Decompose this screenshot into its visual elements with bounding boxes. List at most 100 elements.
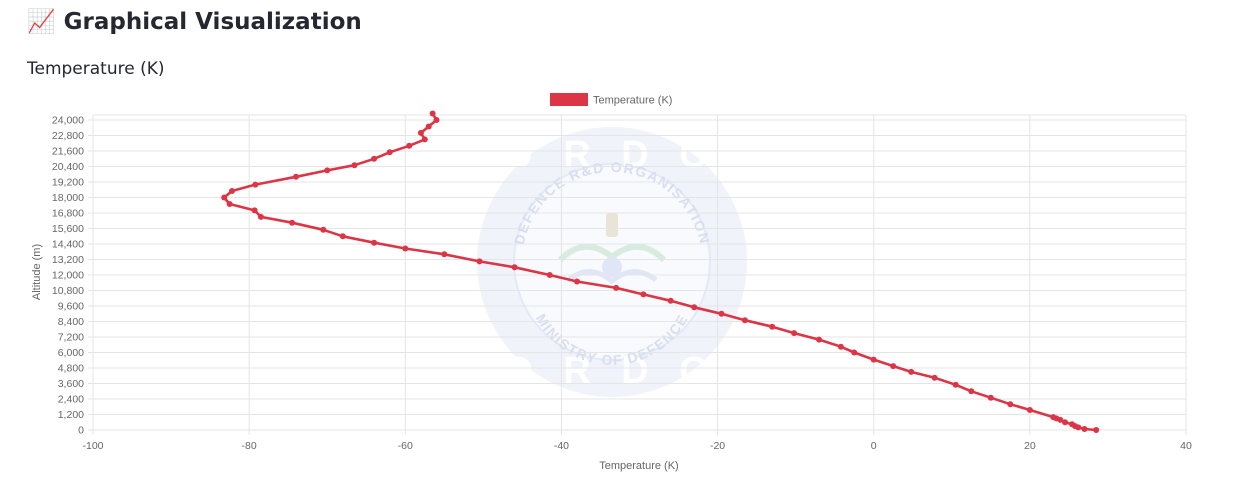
y-tick-label: 21,600 xyxy=(52,146,84,158)
data-point[interactable] xyxy=(546,272,553,278)
data-point[interactable] xyxy=(511,264,518,271)
line-chart: D R D O D R D O DEFENCE R&D ORGANISATION… xyxy=(31,93,1192,472)
y-tick-label: 3,600 xyxy=(58,378,84,390)
drdo-watermark: D R D O D R D O DEFENCE R&D ORGANISATION… xyxy=(477,127,747,397)
data-point[interactable] xyxy=(640,291,647,298)
data-point[interactable] xyxy=(251,207,258,214)
chart-increasing-icon: 📈 xyxy=(27,9,56,35)
x-axis-label: Temperature (K) xyxy=(599,460,678,472)
data-point[interactable] xyxy=(968,388,975,395)
data-point[interactable] xyxy=(421,136,428,143)
y-tick-label: 15,600 xyxy=(52,223,84,235)
y-tick-label: 19,200 xyxy=(52,177,84,189)
chart-section-title: Temperature (K) xyxy=(27,59,165,79)
data-point[interactable] xyxy=(324,167,331,174)
data-point[interactable] xyxy=(613,284,620,291)
y-tick-label: 2,400 xyxy=(58,394,84,406)
data-point[interactable] xyxy=(791,330,798,337)
x-tick-label: 0 xyxy=(871,440,877,452)
data-point[interactable] xyxy=(952,381,959,388)
data-point[interactable] xyxy=(718,310,725,317)
x-tick-label: -80 xyxy=(242,440,257,452)
data-point[interactable] xyxy=(1093,427,1100,433)
x-tick-label: -40 xyxy=(554,440,569,452)
temperature-series xyxy=(221,110,1100,433)
y-tick-label: 7,200 xyxy=(58,332,84,344)
y-tick-label: 10,800 xyxy=(52,285,84,297)
y-tick-label: 1,200 xyxy=(58,409,84,421)
chart-container: D R D O D R D O DEFENCE R&D ORGANISATION… xyxy=(0,85,1239,485)
x-tick-label: 20 xyxy=(1024,440,1036,452)
data-point[interactable] xyxy=(769,323,776,330)
data-point[interactable] xyxy=(1050,414,1057,421)
data-point[interactable] xyxy=(371,239,378,246)
data-point[interactable] xyxy=(293,173,299,180)
data-point[interactable] xyxy=(226,201,233,207)
series-line xyxy=(222,112,1097,432)
data-point[interactable] xyxy=(425,123,432,130)
watermark-emblem-icon xyxy=(557,213,667,285)
chart-gridlines xyxy=(88,114,1187,435)
data-point[interactable] xyxy=(890,363,897,370)
data-point[interactable] xyxy=(320,226,327,233)
y-tick-label: 6,000 xyxy=(58,347,84,359)
data-point[interactable] xyxy=(741,317,748,324)
y-tick-label: 13,200 xyxy=(52,254,84,266)
data-point[interactable] xyxy=(257,213,264,220)
data-point[interactable] xyxy=(691,304,698,311)
data-point[interactable] xyxy=(433,117,440,123)
data-point[interactable] xyxy=(870,356,877,363)
x-tick-label: -100 xyxy=(82,440,103,452)
data-point[interactable] xyxy=(429,110,436,117)
y-axis-ticks: 0 1,200 2,400 3,600 4,800 6,000 7,200 8,400 9,60… xyxy=(52,115,84,437)
data-point[interactable] xyxy=(221,194,228,201)
data-point[interactable] xyxy=(252,181,259,188)
y-tick-label: 20,400 xyxy=(52,161,84,173)
data-point[interactable] xyxy=(816,336,823,343)
data-point[interactable] xyxy=(908,368,915,375)
data-point[interactable] xyxy=(476,258,483,265)
data-point[interactable] xyxy=(339,233,346,240)
x-tick-label: -60 xyxy=(398,440,413,452)
data-point[interactable] xyxy=(229,188,235,194)
y-tick-label: 0 xyxy=(78,425,84,437)
y-tick-label: 9,600 xyxy=(58,301,84,313)
data-point[interactable] xyxy=(371,155,378,162)
data-point[interactable] xyxy=(667,297,674,304)
page-title-text: Graphical Visualization xyxy=(63,9,362,35)
watermark-bottom-text: D R D O xyxy=(505,350,719,392)
data-point[interactable] xyxy=(1062,419,1068,426)
y-tick-label: 22,800 xyxy=(52,130,84,142)
data-point[interactable] xyxy=(1007,401,1014,408)
x-tick-label: -20 xyxy=(710,440,725,452)
data-point[interactable] xyxy=(406,142,413,149)
data-point[interactable] xyxy=(289,219,296,226)
y-tick-label: 14,400 xyxy=(52,239,84,251)
watermark-top-text: D R D O xyxy=(505,134,719,176)
data-point[interactable] xyxy=(574,278,580,285)
y-axis-label: Altitude (m) xyxy=(31,244,43,300)
data-point[interactable] xyxy=(931,374,938,381)
data-point[interactable] xyxy=(1026,407,1033,413)
legend-label: Temperature (K) xyxy=(593,95,672,107)
chart-legend: Temperature (K) xyxy=(550,93,672,107)
data-point[interactable] xyxy=(1081,426,1088,432)
y-tick-label: 12,000 xyxy=(52,270,84,282)
y-tick-label: 24,000 xyxy=(52,115,84,127)
legend-swatch xyxy=(550,93,588,106)
page-title: 📈 Graphical Visualization xyxy=(27,6,362,38)
data-point[interactable] xyxy=(402,245,409,252)
x-tick-label: 40 xyxy=(1180,440,1192,452)
data-point[interactable] xyxy=(417,129,424,136)
data-point[interactable] xyxy=(1069,421,1075,428)
y-tick-label: 18,000 xyxy=(52,192,84,204)
x-axis-ticks: -100 -80 -60 -40 -20 0 20 40 xyxy=(82,440,1192,452)
data-point[interactable] xyxy=(837,343,844,350)
data-point[interactable] xyxy=(386,149,393,156)
y-tick-label: 16,800 xyxy=(52,208,84,220)
y-tick-label: 8,400 xyxy=(58,316,84,328)
data-point[interactable] xyxy=(441,251,448,258)
data-point[interactable] xyxy=(987,394,994,401)
data-point[interactable] xyxy=(351,162,358,169)
data-point[interactable] xyxy=(851,349,858,356)
